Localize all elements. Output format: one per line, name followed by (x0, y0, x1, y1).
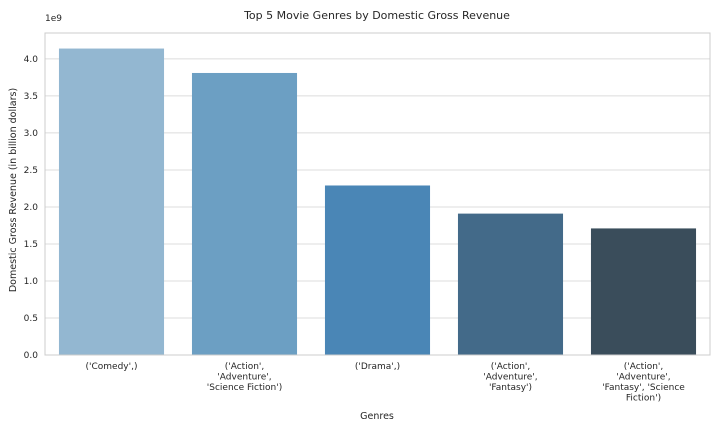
y-tick-label: 0.5 (24, 314, 38, 324)
x-tick-label: ('Action', 'Adventure', 'Science Fiction') (207, 362, 282, 393)
y-tick-label: 0.0 (24, 351, 39, 361)
bars (58, 48, 697, 355)
y-tick-label: 1.5 (24, 240, 38, 250)
x-tick-labels: ('Comedy',) ('Action', 'Adventure', 'Scienc… (86, 362, 686, 404)
y-tick-label: 4.0 (24, 55, 39, 65)
x-axis-title: Genres (360, 411, 394, 422)
x-tick-label: ('Drama',) (355, 362, 400, 372)
x-tick-label: ('Action', 'Adventure', 'Fantasy') (483, 362, 537, 393)
y-tick-label: 1.0 (24, 277, 39, 287)
y-tick-labels: 0.0 0.5 1.0 1.5 2.0 2.5 3.0 3.5 4.0 (24, 55, 39, 361)
y-tick-label: 2.0 (24, 203, 39, 213)
x-tick-label: ('Comedy',) (86, 362, 138, 372)
bar (58, 48, 165, 355)
bar (324, 185, 431, 355)
bar (457, 213, 564, 355)
y-tick-label: 3.5 (24, 92, 38, 102)
y-axis-title: Domestic Gross Revenue (in billion dolla… (8, 88, 19, 292)
y-axis-offset-label: 1e9 (45, 14, 62, 24)
y-tick-label: 2.5 (24, 166, 38, 176)
y-tick-label: 3.0 (24, 129, 39, 139)
bar (590, 228, 697, 355)
plot-frame (44, 32, 711, 356)
chart-title: Top 5 Movie Genres by Domestic Gross Rev… (243, 9, 510, 22)
x-tick-label: ('Action', 'Adventure', 'Fantasy', 'Scienc… (602, 362, 685, 404)
bar (191, 72, 298, 355)
